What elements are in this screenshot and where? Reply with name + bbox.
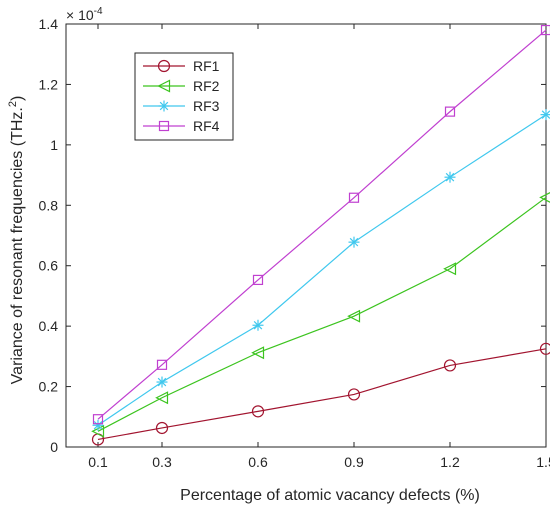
data-point bbox=[156, 359, 168, 370]
asterisk-stroke bbox=[349, 237, 359, 247]
data-point bbox=[347, 388, 361, 401]
data-point bbox=[444, 106, 456, 117]
asterisk-stroke bbox=[159, 101, 169, 111]
y-tick-label: 0 bbox=[50, 439, 58, 455]
y-tick-label: 0.4 bbox=[39, 318, 59, 334]
legend-label: RF3 bbox=[193, 98, 220, 114]
asterisk-stroke bbox=[157, 377, 167, 387]
data-point bbox=[347, 309, 361, 323]
legend-entry: RF4 bbox=[143, 118, 220, 134]
y-tick-label: 0.6 bbox=[39, 258, 59, 274]
legend-marker bbox=[158, 120, 170, 132]
data-point bbox=[155, 421, 169, 435]
legend-entry: RF3 bbox=[143, 98, 220, 114]
x-tick-label: 1.5 bbox=[536, 454, 550, 470]
legend-marker bbox=[157, 59, 171, 73]
y-axis-exponent: × 10-4 bbox=[66, 6, 103, 23]
legend-label: RF1 bbox=[193, 58, 220, 74]
data-point bbox=[443, 359, 457, 372]
data-point bbox=[539, 192, 550, 203]
data-point bbox=[251, 346, 265, 360]
data-point bbox=[251, 405, 265, 418]
data-point bbox=[540, 24, 550, 36]
legend-marker bbox=[157, 79, 171, 93]
y-axis-label: Variance of resonant frequencies (THz.2) bbox=[7, 96, 26, 385]
legend-label: RF2 bbox=[193, 78, 220, 94]
legend-entry: RF2 bbox=[143, 78, 220, 94]
series-layer bbox=[91, 24, 550, 446]
x-tick-label: 0.6 bbox=[248, 454, 268, 470]
x-axis-ticks: 0.1 0.3 0.6 0.9 1.2 1.5 bbox=[88, 24, 550, 470]
data-point bbox=[348, 192, 360, 203]
y-tick-label: 1.4 bbox=[39, 16, 59, 32]
series-rf4 bbox=[92, 24, 550, 425]
data-point bbox=[252, 319, 264, 331]
series-line bbox=[97, 348, 547, 441]
legend-entry: RF1 bbox=[143, 58, 220, 74]
y-tick-label: 0.8 bbox=[39, 197, 59, 213]
y-tick-label: 0.2 bbox=[39, 379, 59, 395]
x-tick-label: 0.9 bbox=[344, 454, 364, 470]
series-line bbox=[97, 196, 547, 432]
x-tick-label: 0.1 bbox=[88, 454, 108, 470]
data-point bbox=[92, 419, 104, 431]
data-point bbox=[348, 236, 360, 248]
y-tick-label: 1 bbox=[50, 137, 58, 153]
data-point bbox=[92, 414, 104, 425]
x-axis-label: Percentage of atomic vacancy defects (%) bbox=[180, 487, 480, 504]
x-tick-label: 0.3 bbox=[152, 454, 172, 470]
asterisk-stroke bbox=[93, 420, 103, 430]
data-point bbox=[252, 274, 264, 286]
y-axis-ticks: 0 0.2 0.4 0.6 0.8 1 1.2 1.4 bbox=[39, 16, 546, 455]
legend-marker bbox=[158, 100, 170, 112]
series-rf3 bbox=[92, 109, 550, 431]
data-point bbox=[443, 262, 457, 276]
legend-label: RF4 bbox=[193, 118, 220, 134]
series-rf2 bbox=[91, 192, 550, 438]
series-line bbox=[97, 29, 547, 420]
series-rf1 bbox=[91, 342, 550, 446]
x-tick-label: 1.2 bbox=[440, 454, 460, 470]
legend: RF1 RF2 RF3 RF4 bbox=[134, 52, 234, 141]
data-point bbox=[444, 171, 456, 183]
series-line bbox=[97, 114, 547, 426]
asterisk-stroke bbox=[253, 320, 263, 330]
data-point bbox=[155, 391, 169, 405]
data-point bbox=[539, 342, 550, 355]
data-point bbox=[156, 376, 168, 388]
asterisk-stroke bbox=[541, 110, 550, 119]
asterisk-stroke bbox=[445, 172, 455, 182]
y-tick-label: 1.2 bbox=[39, 76, 59, 92]
